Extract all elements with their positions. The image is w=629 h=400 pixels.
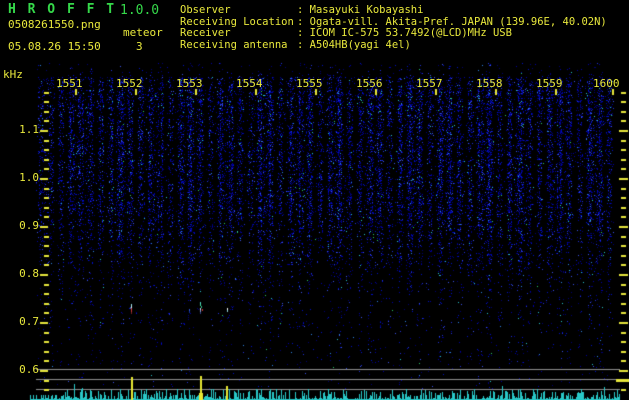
station-info-row: Receiver : ICOM IC-575 53.7492(@LCD)MHz U… xyxy=(180,27,607,39)
freq-label-0.6: 0.6 xyxy=(19,363,39,376)
time-label-1553: 1553 xyxy=(176,77,203,90)
output-filename: 0508261550.png xyxy=(8,18,101,31)
time-label-1557: 1557 xyxy=(416,77,443,90)
time-label-1554: 1554 xyxy=(236,77,263,90)
time-label-1556: 1556 xyxy=(356,77,383,90)
station-info-block: Observer : Masayuki Kobayashi Receiving Lo… xyxy=(180,4,607,51)
station-info-label: Receiving antenna xyxy=(180,38,288,51)
station-info-value: : ICOM IC-575 53.7492(@LCD)MHz USB xyxy=(297,27,512,39)
station-info-label: Receiving Location xyxy=(180,15,294,28)
station-info-value: : A504HB(yagi 4el) xyxy=(297,38,411,51)
app-version: 1.0.0 xyxy=(120,3,160,18)
time-label-1600: 1600 xyxy=(593,77,620,90)
freq-label-1.1: 1.1 xyxy=(19,123,39,136)
freq-label-0.8: 0.8 xyxy=(19,267,39,280)
meteor-count: 3 xyxy=(136,40,143,53)
station-info-label: Receiver xyxy=(180,27,231,39)
station-info-value: : Masayuki Kobayashi xyxy=(297,4,424,16)
observation-datetime: 05.08.26 15:50 xyxy=(8,40,101,53)
station-info-row: Receiving Location: Ogata-vill. Akita-Pr… xyxy=(180,16,607,28)
freq-axis-unit-label: kHz xyxy=(3,68,23,81)
station-info-row: Receiving antenna : A504HB(yagi 4el) xyxy=(180,39,607,51)
freq-label-1.0: 1.0 xyxy=(19,171,39,184)
station-info-row: Observer : Masayuki Kobayashi xyxy=(180,4,607,16)
observation-mode: meteor xyxy=(123,26,163,39)
time-label-1551: 1551 xyxy=(56,77,83,90)
time-label-1552: 1552 xyxy=(116,77,143,90)
time-label-1558: 1558 xyxy=(476,77,503,90)
time-label-1559: 1559 xyxy=(536,77,563,90)
freq-label-0.9: 0.9 xyxy=(19,219,39,232)
time-label-1555: 1555 xyxy=(296,77,323,90)
app-title: H R O F F T xyxy=(8,2,117,17)
station-info-value: : Ogata-vill. Akita-Pref. JAPAN (139.96E… xyxy=(297,15,607,28)
station-info-label: Observer xyxy=(180,4,231,16)
freq-label-0.7: 0.7 xyxy=(19,315,39,328)
